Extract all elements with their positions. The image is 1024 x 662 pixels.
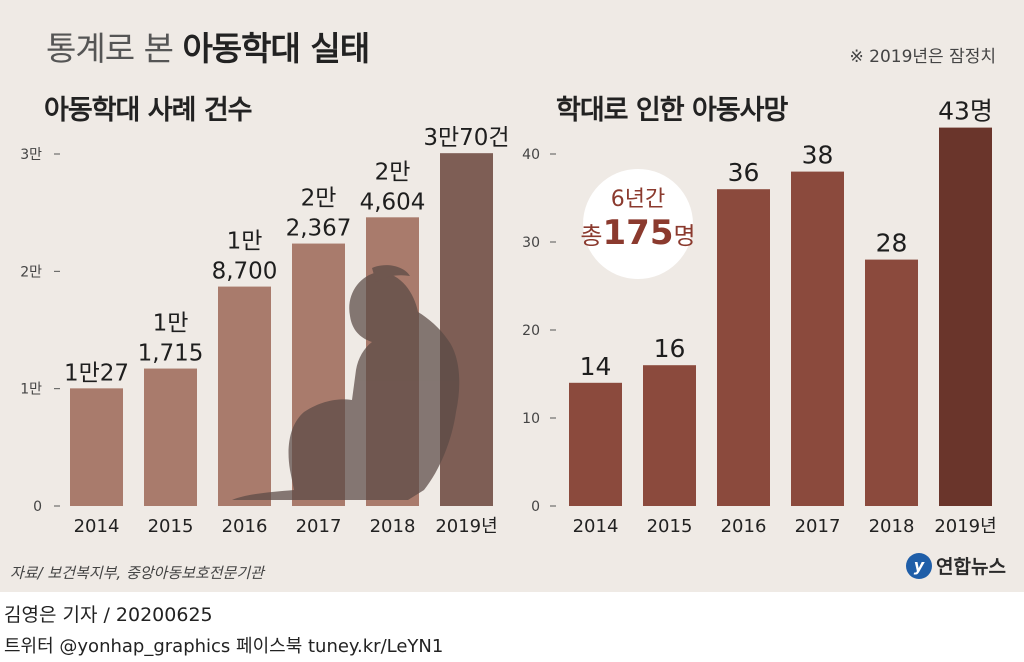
reporter-credit: 김영은 기자 / 20200625: [4, 600, 213, 627]
right-y-tick-label: 20: [522, 323, 540, 339]
right-y-tick-label: 0: [531, 499, 540, 515]
left-x-label: 2016: [222, 516, 268, 537]
right-bar-2017: [791, 172, 844, 506]
callout-suffix: 명: [673, 222, 695, 250]
right-y-tick-label: 40: [522, 147, 540, 163]
right-data-label: 43명: [938, 97, 993, 126]
left-data-label: 2만: [375, 159, 411, 185]
left-y-tick-label: 3만: [20, 147, 42, 163]
left-data-label: 3만70건: [423, 125, 509, 151]
right-data-label: 36: [728, 158, 760, 187]
left-data-label: 1,715: [138, 341, 204, 367]
logo-mark-icon: y: [906, 553, 932, 579]
left-y-tick-label: 0: [33, 499, 42, 515]
right-data-label: 14: [580, 352, 612, 381]
right-data-label: 38: [802, 141, 834, 170]
source-note: 자료/ 보건복지부, 중앙아동보호전문기관: [10, 562, 264, 583]
right-bar-2015: [643, 365, 696, 506]
logo-text: 연합뉴스: [936, 552, 1006, 579]
left-y-axis: 0 1만 2만 3만: [20, 147, 60, 515]
right-x-label: 2015: [647, 516, 693, 537]
right-data-label: 16: [654, 334, 686, 363]
right-y-tick-label: 10: [522, 411, 540, 427]
left-data-label: 4,604: [360, 189, 426, 215]
left-bar-2016: [218, 287, 271, 506]
left-data-label: 2,367: [286, 216, 352, 242]
left-bar-2015: [144, 369, 197, 506]
total-callout: 6년간 총175명: [580, 169, 695, 279]
yonhap-logo: y연합뉴스: [906, 552, 1006, 579]
left-data-label: 2만: [301, 186, 337, 212]
left-x-label: 2019년: [435, 516, 497, 537]
left-y-tick-label: 2만: [20, 264, 42, 280]
left-x-label: 2018: [370, 516, 416, 537]
callout-line1: 6년간: [611, 187, 665, 212]
right-x-label: 2017: [795, 516, 841, 537]
callout-number: 175: [603, 213, 674, 253]
right-y-tick-label: 30: [522, 235, 540, 251]
callout-prefix: 총: [580, 222, 602, 250]
social-credit: 트위터 @yonhap_graphics 페이스북 tuney.kr/LeYN1: [4, 632, 443, 658]
charts-svg: 0 1만 2만 3만 1만27 1만 1,715 1만 8,700 2만 2,367 2만 4,604…: [0, 0, 1024, 592]
right-x-label: 2019년: [934, 516, 996, 537]
right-bar-2014: [569, 383, 622, 506]
right-bar-2019년: [939, 128, 992, 506]
left-data-label: 8,700: [212, 259, 278, 285]
right-y-axis: 0 10 20 30 40: [522, 147, 556, 515]
right-data-label: 28: [876, 229, 908, 258]
left-bar-2019년: [440, 153, 493, 506]
right-x-label: 2018: [869, 516, 915, 537]
left-y-tick-label: 1만: [20, 382, 42, 398]
right-bar-2018: [865, 260, 918, 506]
left-data-label: 1만: [153, 311, 189, 337]
left-x-labels: 2014 2015 2016 2017 2018 2019년: [74, 516, 498, 537]
right-x-label: 2014: [573, 516, 619, 537]
right-bar-2016: [717, 189, 770, 506]
left-bar-2014: [70, 388, 123, 506]
left-x-label: 2015: [148, 516, 194, 537]
left-x-label: 2017: [296, 516, 342, 537]
left-data-label: 1만27: [64, 360, 129, 386]
left-data-label: 1만: [227, 229, 263, 255]
right-x-labels: 2014 2015 2016 2017 2018 2019년: [573, 516, 997, 537]
left-x-label: 2014: [74, 516, 120, 537]
right-x-label: 2016: [721, 516, 767, 537]
